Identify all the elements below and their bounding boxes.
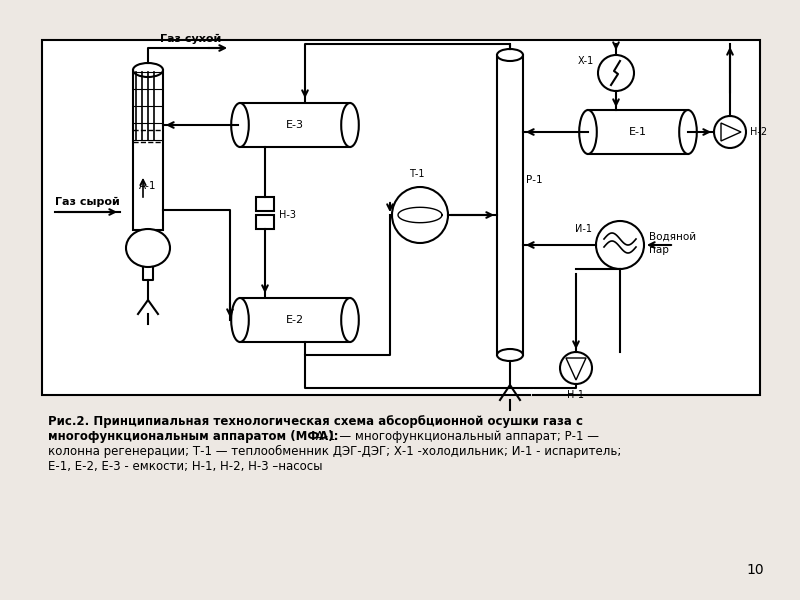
Bar xyxy=(240,103,350,147)
Text: колонна регенерации; Т-1 — теплообменник ДЭГ-ДЭГ; Х-1 -холодильник; И-1 - испари: колонна регенерации; Т-1 — теплообменник… xyxy=(48,445,622,458)
Text: Рис.2. Принципиальная технологическая схема абсорбционной осушки газа с: Рис.2. Принципиальная технологическая сх… xyxy=(48,415,583,428)
Text: Газ сухой: Газ сухой xyxy=(160,34,222,44)
Text: многофункциональным аппаратом (МФА):: многофункциональным аппаратом (МФА): xyxy=(48,430,338,443)
Text: А-1: А-1 xyxy=(139,181,157,191)
Text: Газ сырой: Газ сырой xyxy=(55,197,120,207)
Text: Е-1: Е-1 xyxy=(629,127,647,137)
Bar xyxy=(240,298,350,342)
Ellipse shape xyxy=(341,298,358,342)
Ellipse shape xyxy=(497,349,523,361)
Text: Y: Y xyxy=(528,389,533,397)
Polygon shape xyxy=(721,123,741,141)
Ellipse shape xyxy=(679,110,697,154)
Polygon shape xyxy=(566,358,586,380)
Text: Н-3: Н-3 xyxy=(279,210,296,220)
Text: Р-1: Р-1 xyxy=(526,175,542,185)
Text: Е-2: Е-2 xyxy=(286,315,304,325)
Text: И-1: И-1 xyxy=(575,224,592,234)
Circle shape xyxy=(596,221,644,269)
Text: А-1 — многофункциональный аппарат; Р-1 —: А-1 — многофункциональный аппарат; Р-1 — xyxy=(312,430,599,443)
Bar xyxy=(256,215,274,229)
Circle shape xyxy=(560,352,592,384)
Text: Т-1: Т-1 xyxy=(410,169,425,179)
Text: Н-2: Н-2 xyxy=(750,127,767,137)
Ellipse shape xyxy=(579,110,597,154)
Text: Н-1: Н-1 xyxy=(567,390,585,400)
Ellipse shape xyxy=(133,63,163,77)
Circle shape xyxy=(598,55,634,91)
Text: Е-1, Е-2, Е-3 - емкости; Н-1, Н-2, Н-3 –насосы: Е-1, Е-2, Е-3 - емкости; Н-1, Н-2, Н-3 –… xyxy=(48,460,322,473)
Bar xyxy=(588,110,688,154)
Bar xyxy=(497,55,523,355)
Ellipse shape xyxy=(341,103,358,147)
Ellipse shape xyxy=(126,229,170,267)
Bar xyxy=(42,40,760,395)
Ellipse shape xyxy=(231,103,249,147)
Text: Е-3: Е-3 xyxy=(286,120,304,130)
Circle shape xyxy=(392,187,448,243)
Text: Водяной: Водяной xyxy=(649,232,696,242)
Text: пар: пар xyxy=(649,245,669,255)
Bar xyxy=(256,197,274,211)
Ellipse shape xyxy=(231,298,249,342)
Circle shape xyxy=(714,116,746,148)
Text: 10: 10 xyxy=(746,563,764,577)
Bar xyxy=(133,70,163,230)
Text: Х-1: Х-1 xyxy=(578,56,594,66)
Ellipse shape xyxy=(497,49,523,61)
